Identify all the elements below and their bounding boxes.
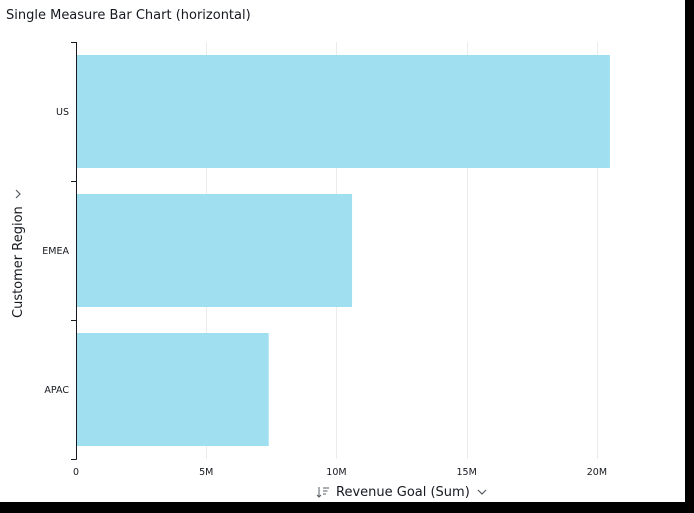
tick-labels: US EMEA APAC 0 5M 10M 15M 20M: [42, 107, 607, 478]
x-tick-label: 10M: [326, 467, 346, 478]
chart-title: Single Measure Bar Chart (horizontal): [6, 8, 251, 23]
chevron-down-icon[interactable]: [12, 188, 24, 200]
x-tick-label: 20M: [587, 467, 607, 478]
bar: [76, 194, 353, 307]
y-axis-title: Customer Region: [10, 206, 26, 318]
x-tick-label: 5M: [199, 467, 213, 478]
axes: [71, 42, 77, 460]
bars: [76, 55, 610, 446]
x-axis-title: Revenue Goal (Sum): [336, 484, 470, 500]
x-tick-label: 15M: [457, 467, 477, 478]
bar-chart: US EMEA APAC 0 5M 10M 15M 20M: [42, 42, 610, 478]
y-tick-label: US: [56, 107, 69, 118]
bar: [76, 333, 269, 446]
chart-card: Single Measure Bar Chart (horizontal) US…: [0, 0, 685, 502]
y-axis-field-control[interactable]: Customer Region: [8, 118, 28, 318]
bar: [76, 55, 610, 168]
x-tick-label: 0: [73, 467, 79, 478]
chevron-down-icon[interactable]: [476, 486, 488, 498]
y-tick-label: APAC: [44, 385, 69, 396]
sort-descending-icon[interactable]: [316, 485, 330, 499]
y-tick-label: EMEA: [42, 246, 69, 257]
x-axis-field-control[interactable]: Revenue Goal (Sum): [316, 483, 488, 501]
